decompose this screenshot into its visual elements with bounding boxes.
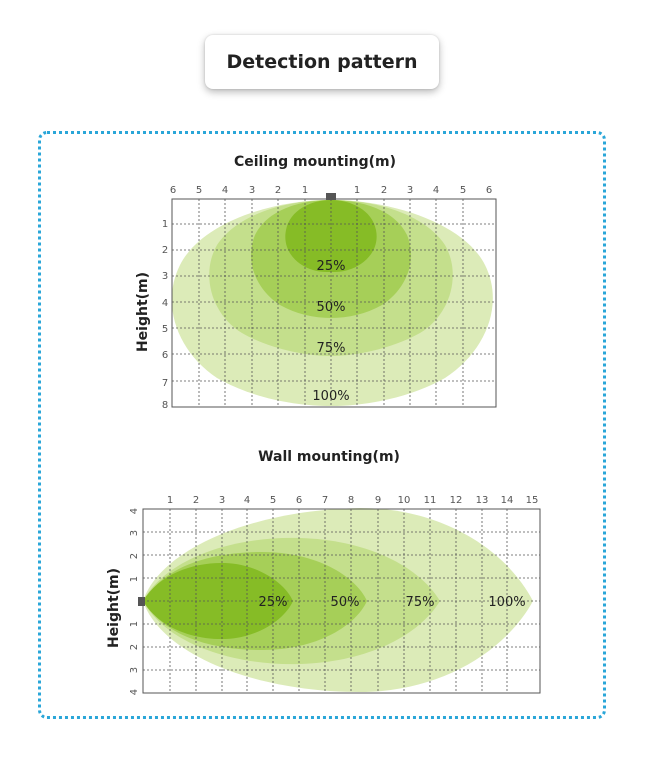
wall-x-tick: 7 [322, 495, 328, 506]
ceiling-title: Ceiling mounting(m) [234, 154, 396, 170]
ceiling-x-ticks: 6 5 4 3 2 1 1 2 3 4 5 6 [170, 185, 492, 196]
wall-x-tick: 2 [193, 495, 199, 506]
ceiling-y-tick: 2 [162, 245, 168, 256]
ceiling-x-tick: 3 [249, 185, 255, 196]
wall-y-ticks: 4 3 2 1 1 2 3 4 [129, 508, 140, 695]
ceiling-x-tick: 6 [486, 185, 492, 196]
ceiling-grid [172, 199, 496, 407]
wall-x-tick: 8 [348, 495, 354, 506]
wall-x-ticks: 1 2 3 4 5 6 7 8 9 10 11 12 13 14 15 [167, 495, 539, 506]
wall-zones [143, 508, 533, 692]
ceiling-y-ticks: 1 2 3 4 5 6 7 8 [162, 219, 168, 411]
ceiling-y-axis-label: Height(m) [135, 272, 151, 352]
wall-x-tick: 14 [501, 495, 514, 506]
wall-x-tick: 9 [375, 495, 381, 506]
ceiling-x-tick: 4 [222, 185, 228, 196]
section-title: Detection pattern [205, 35, 439, 89]
wall-x-tick: 13 [476, 495, 489, 506]
wall-x-tick: 15 [526, 495, 539, 506]
ceiling-y-tick: 4 [162, 298, 168, 309]
wall-y-tick: 3 [129, 530, 140, 536]
wall-y-tick: 3 [129, 667, 140, 673]
wall-y-tick: 4 [129, 689, 140, 695]
wall-x-tick: 12 [450, 495, 463, 506]
wall-y-tick: 1 [129, 621, 140, 627]
ceiling-label-50: 50% [317, 300, 346, 315]
ceiling-sensor-icon [326, 193, 336, 200]
wall-label-25: 25% [259, 595, 288, 610]
wall-label-100: 100% [488, 595, 525, 610]
wall-label-75: 75% [406, 595, 435, 610]
ceiling-label-75: 75% [317, 341, 346, 356]
ceiling-y-tick: 5 [162, 324, 168, 335]
ceiling-y-tick: 8 [162, 400, 168, 411]
wall-x-tick: 5 [270, 495, 276, 506]
ceiling-x-tick: 1 [354, 185, 360, 196]
wall-x-tick: 11 [424, 495, 437, 506]
ceiling-y-tick: 3 [162, 271, 168, 282]
ceiling-x-tick: 5 [460, 185, 466, 196]
ceiling-label-100: 100% [312, 389, 349, 404]
ceiling-y-tick: 6 [162, 350, 168, 361]
wall-x-tick: 4 [244, 495, 250, 506]
wall-zone-25 [143, 562, 293, 640]
wall-grid [143, 509, 540, 693]
ceiling-x-tick: 2 [275, 185, 281, 196]
wall-label-50: 50% [331, 595, 360, 610]
ceiling-x-tick: 6 [170, 185, 176, 196]
ceiling-x-tick: 2 [381, 185, 387, 196]
wall-x-tick: 1 [167, 495, 173, 506]
wall-x-tick: 3 [219, 495, 225, 506]
wall-title: Wall mounting(m) [258, 449, 400, 465]
ceiling-x-tick: 3 [407, 185, 413, 196]
ceiling-x-tick: 1 [302, 185, 308, 196]
wall-y-tick: 2 [129, 644, 140, 650]
ceiling-label-25: 25% [317, 259, 346, 274]
ceiling-x-tick: 4 [433, 185, 439, 196]
ceiling-y-tick: 7 [162, 378, 168, 389]
diagram-frame [38, 131, 606, 719]
wall-y-tick: 4 [129, 508, 140, 514]
wall-x-tick: 6 [296, 495, 302, 506]
ceiling-y-tick: 1 [162, 219, 168, 230]
wall-y-tick: 2 [129, 553, 140, 559]
ceiling-x-tick: 5 [196, 185, 202, 196]
wall-x-tick: 10 [398, 495, 411, 506]
wall-y-tick: 1 [129, 576, 140, 582]
wall-y-axis-label: Height(m) [106, 568, 122, 648]
wall-sensor-icon [138, 597, 145, 606]
